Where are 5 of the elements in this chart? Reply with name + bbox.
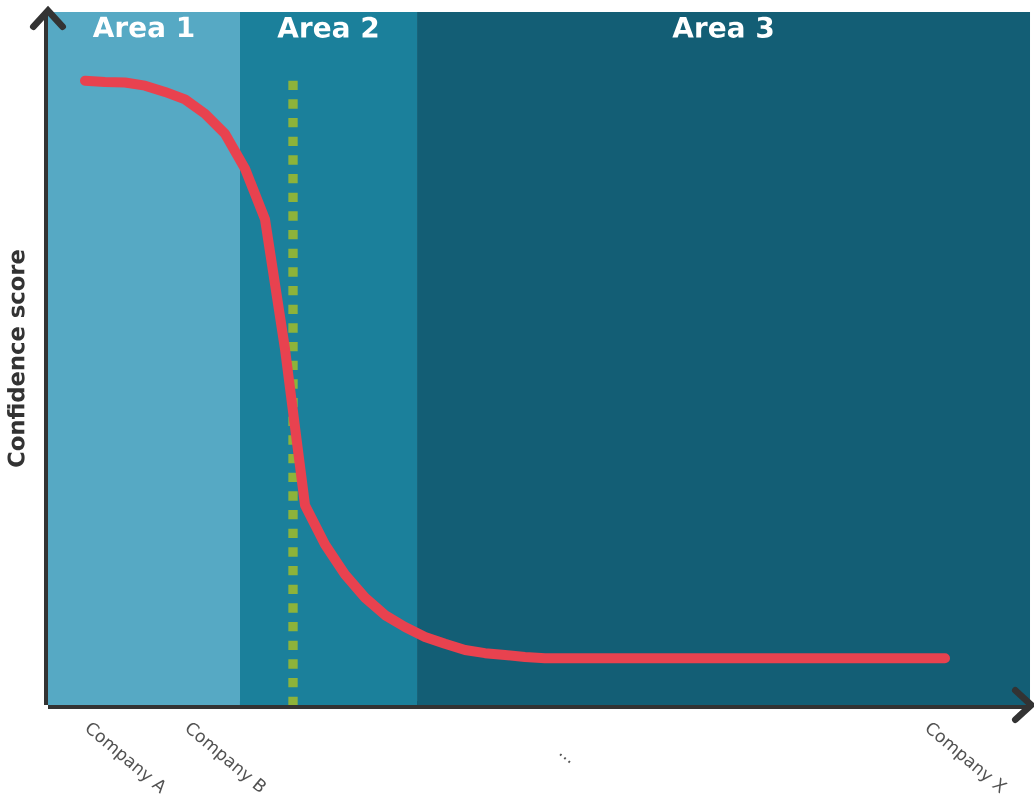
x-tick-label: ... [559,753,571,764]
text: Area 3 [672,16,773,38]
text: Area 2 [277,16,378,38]
text: Area 1 [92,16,194,38]
y-axis-title: Confidence score [7,250,25,467]
